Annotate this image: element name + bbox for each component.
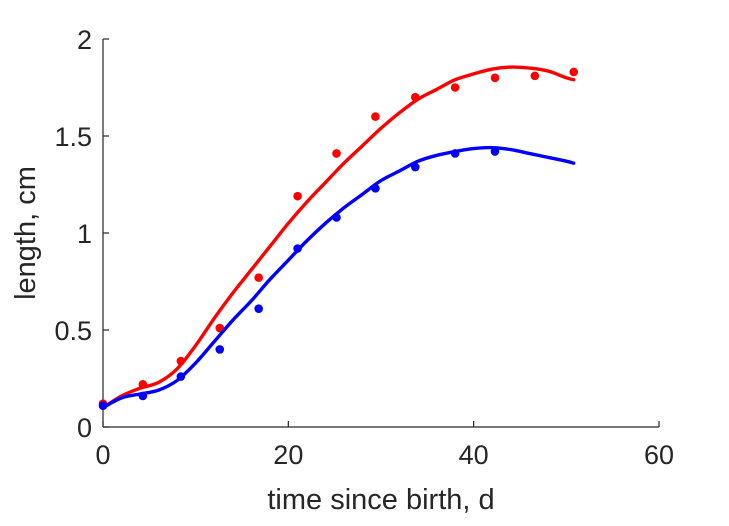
fit-curve xyxy=(101,145,576,410)
axes: 0 20 40 60 0 0.5 1 1.5 2 xyxy=(54,25,674,470)
data-point xyxy=(176,356,186,366)
x-axis-label: time since birth, d xyxy=(267,484,494,516)
data-point xyxy=(293,244,302,253)
data-point xyxy=(254,273,263,282)
data-point xyxy=(450,83,460,92)
data-point xyxy=(530,71,540,81)
y-tick-label: 0.5 xyxy=(54,316,92,346)
data-point xyxy=(254,304,263,313)
x-tick-label: 40 xyxy=(459,440,489,470)
series-1 xyxy=(98,65,579,410)
data-point xyxy=(569,67,579,77)
data-point xyxy=(450,149,460,158)
data-point xyxy=(490,147,500,156)
x-tick-label: 0 xyxy=(95,440,110,470)
data-point xyxy=(332,149,341,158)
data-point xyxy=(332,213,341,222)
data-point xyxy=(138,380,148,389)
x-tick-label: 60 xyxy=(644,440,674,470)
data-point xyxy=(176,372,186,381)
data-point xyxy=(410,162,420,172)
series-2 xyxy=(98,145,576,410)
data-point xyxy=(371,112,380,121)
series-layer xyxy=(98,65,579,410)
x-tick-label: 20 xyxy=(273,440,303,470)
y-tick-label: 1.5 xyxy=(54,122,92,152)
y-tick-label: 0 xyxy=(77,413,92,443)
data-point xyxy=(490,73,500,83)
data-point xyxy=(138,391,148,401)
data-point xyxy=(293,191,302,201)
fit-curve xyxy=(101,65,576,410)
data-point xyxy=(98,401,108,410)
y-axis-label: length, cm xyxy=(10,166,42,300)
y-tick-label: 1 xyxy=(77,219,92,249)
data-point xyxy=(371,184,380,193)
data-point xyxy=(410,92,420,102)
y-tick-label: 2 xyxy=(77,25,92,55)
data-point xyxy=(215,345,225,354)
